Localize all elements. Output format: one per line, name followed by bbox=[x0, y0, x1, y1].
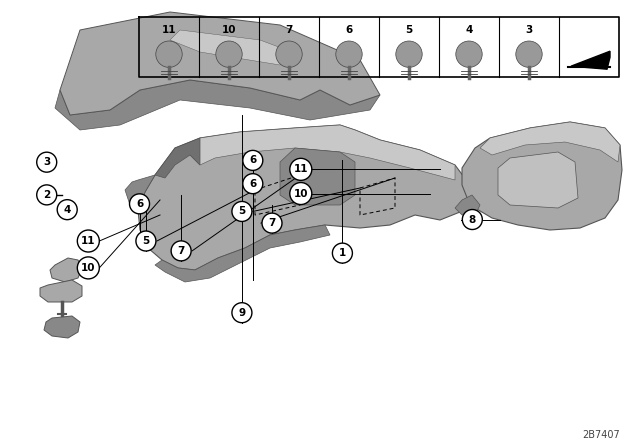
Polygon shape bbox=[190, 125, 455, 180]
Circle shape bbox=[77, 257, 99, 279]
Text: 8: 8 bbox=[468, 215, 476, 224]
Text: 5: 5 bbox=[142, 236, 150, 246]
Polygon shape bbox=[40, 280, 82, 302]
Text: 10: 10 bbox=[81, 263, 95, 273]
Circle shape bbox=[462, 210, 483, 229]
Circle shape bbox=[36, 152, 57, 172]
Text: 10: 10 bbox=[221, 25, 236, 35]
Polygon shape bbox=[155, 225, 330, 282]
Text: 11: 11 bbox=[294, 164, 308, 174]
Polygon shape bbox=[462, 122, 622, 230]
Circle shape bbox=[136, 231, 156, 251]
Circle shape bbox=[396, 41, 422, 67]
Polygon shape bbox=[455, 195, 480, 215]
Polygon shape bbox=[138, 125, 470, 270]
Circle shape bbox=[77, 230, 99, 252]
Circle shape bbox=[332, 243, 353, 263]
Circle shape bbox=[156, 41, 182, 67]
Text: 6: 6 bbox=[249, 155, 257, 165]
Text: 4: 4 bbox=[63, 205, 71, 215]
Circle shape bbox=[243, 151, 263, 170]
Text: 4: 4 bbox=[465, 25, 473, 35]
Text: 11: 11 bbox=[81, 236, 95, 246]
Circle shape bbox=[516, 41, 542, 67]
Circle shape bbox=[57, 200, 77, 220]
Polygon shape bbox=[170, 30, 300, 65]
Polygon shape bbox=[480, 122, 620, 162]
Text: 3: 3 bbox=[43, 157, 51, 167]
Polygon shape bbox=[55, 80, 380, 130]
Text: 5: 5 bbox=[238, 207, 246, 216]
Polygon shape bbox=[571, 51, 610, 69]
Polygon shape bbox=[125, 175, 155, 210]
Text: 7: 7 bbox=[177, 246, 185, 256]
Circle shape bbox=[262, 213, 282, 233]
Circle shape bbox=[276, 41, 302, 67]
Text: 6: 6 bbox=[249, 179, 257, 189]
Text: 6: 6 bbox=[346, 25, 353, 35]
Circle shape bbox=[290, 182, 312, 205]
Circle shape bbox=[243, 174, 263, 194]
Polygon shape bbox=[498, 152, 578, 208]
Circle shape bbox=[290, 158, 312, 181]
Text: 11: 11 bbox=[162, 25, 176, 35]
Text: 5: 5 bbox=[405, 25, 413, 35]
Text: 7: 7 bbox=[285, 25, 292, 35]
Circle shape bbox=[129, 194, 150, 214]
Text: 6: 6 bbox=[136, 199, 143, 209]
Circle shape bbox=[456, 41, 482, 67]
Circle shape bbox=[36, 185, 57, 205]
Circle shape bbox=[171, 241, 191, 261]
Text: 2: 2 bbox=[43, 190, 51, 200]
Circle shape bbox=[216, 41, 242, 67]
Text: 10: 10 bbox=[294, 189, 308, 198]
Text: 9: 9 bbox=[238, 308, 246, 318]
Polygon shape bbox=[155, 138, 200, 178]
Text: 1: 1 bbox=[339, 248, 346, 258]
Circle shape bbox=[232, 202, 252, 221]
Polygon shape bbox=[50, 258, 82, 282]
Polygon shape bbox=[44, 316, 80, 338]
Circle shape bbox=[336, 41, 362, 67]
Polygon shape bbox=[60, 12, 380, 115]
Text: 7: 7 bbox=[268, 218, 276, 228]
Text: 2B7407: 2B7407 bbox=[582, 430, 620, 440]
Polygon shape bbox=[280, 148, 355, 205]
Text: 3: 3 bbox=[525, 25, 532, 35]
Circle shape bbox=[232, 303, 252, 323]
